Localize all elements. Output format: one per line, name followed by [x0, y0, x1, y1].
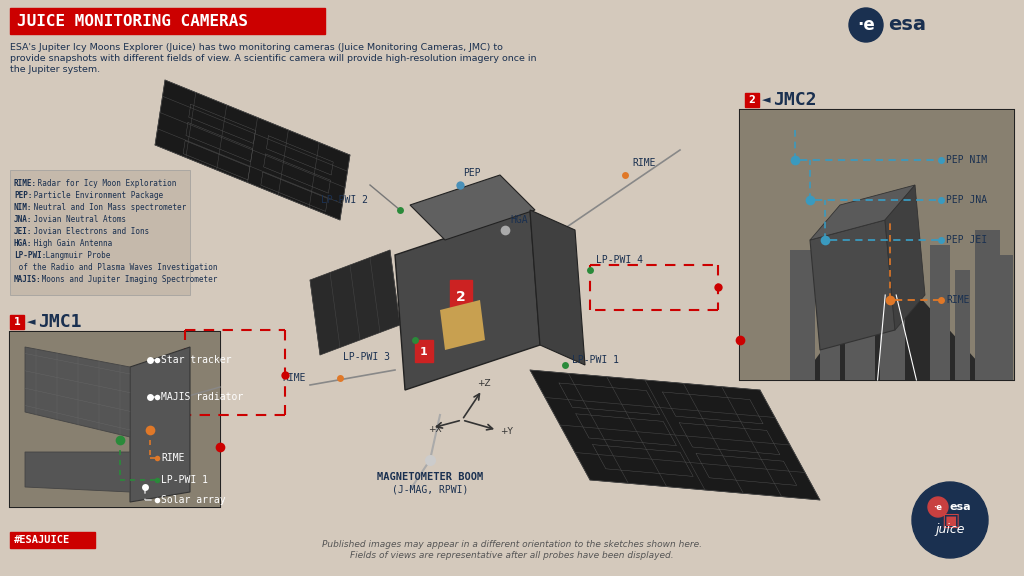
Circle shape	[928, 497, 948, 517]
Bar	[10, 315, 24, 329]
Bar	[820, 265, 840, 380]
Text: ESA's Jupiter Icy Moons Explorer (Juice) has two monitoring cameras (Juice Monit: ESA's Jupiter Icy Moons Explorer (Juice)…	[10, 43, 503, 52]
Text: (J-MAG, RPWI): (J-MAG, RPWI)	[392, 485, 468, 495]
Polygon shape	[530, 210, 585, 365]
Polygon shape	[800, 295, 994, 380]
Text: PEP: PEP	[463, 168, 480, 178]
Text: PEP JEI: PEP JEI	[946, 235, 987, 245]
Text: High Gain Antenna: High Gain Antenna	[30, 239, 113, 248]
Polygon shape	[155, 80, 350, 220]
Text: JNA:: JNA:	[14, 215, 33, 224]
Text: Jovian Electrons and Ions: Jovian Electrons and Ions	[30, 227, 150, 236]
Polygon shape	[810, 185, 915, 240]
Text: 2: 2	[749, 95, 756, 105]
Bar	[10, 170, 190, 295]
Text: MAJIS radiator: MAJIS radiator	[161, 392, 244, 402]
Text: +Z: +Z	[477, 379, 490, 388]
Text: esa: esa	[950, 502, 972, 512]
Text: PEP NIM: PEP NIM	[946, 155, 987, 165]
Text: 1: 1	[13, 317, 20, 327]
Text: RIME: RIME	[161, 453, 184, 463]
Bar	[740, 110, 1014, 380]
Text: ▣: ▣	[941, 510, 959, 529]
Text: RIME: RIME	[946, 295, 970, 305]
Polygon shape	[25, 452, 130, 492]
Text: Moons and Jupiter Imaging Spectrometer: Moons and Jupiter Imaging Spectrometer	[37, 275, 217, 284]
Text: LP-PWI 4: LP-PWI 4	[596, 255, 643, 265]
Polygon shape	[130, 347, 190, 502]
Text: ·e: ·e	[857, 16, 874, 34]
Text: the Jupiter system.: the Jupiter system.	[10, 65, 100, 74]
Text: esa: esa	[888, 16, 926, 35]
Bar	[415, 340, 433, 362]
Text: RIME: RIME	[632, 158, 655, 168]
Text: Particle Environment Package: Particle Environment Package	[30, 191, 163, 200]
Text: Langmuir Probe: Langmuir Probe	[41, 251, 110, 260]
Text: JEI:: JEI:	[14, 227, 33, 236]
Bar	[845, 235, 874, 380]
Text: +Y: +Y	[500, 427, 513, 437]
Bar	[10, 8, 325, 34]
Text: PEP:: PEP:	[14, 191, 33, 200]
Polygon shape	[440, 300, 485, 350]
Text: Published images may appear in a different orientation to the sketches shown her: Published images may appear in a differe…	[322, 540, 702, 549]
Polygon shape	[410, 175, 535, 240]
Bar	[450, 280, 472, 308]
Text: HGA:: HGA:	[14, 239, 33, 248]
Text: LP-PWI 1: LP-PWI 1	[161, 475, 208, 485]
Text: 1: 1	[420, 347, 428, 357]
Text: provide snapshots with different fields of view. A scientific camera will provid: provide snapshots with different fields …	[10, 54, 537, 63]
Polygon shape	[885, 185, 925, 330]
Text: PEP JNA: PEP JNA	[946, 195, 987, 205]
Text: ◄: ◄	[762, 95, 770, 105]
Text: MAGNETOMETER BOOM: MAGNETOMETER BOOM	[377, 472, 483, 482]
Text: Neutral and Ion Mass spectrometer: Neutral and Ion Mass spectrometer	[30, 203, 186, 212]
Text: RIME: RIME	[283, 373, 306, 383]
Text: ◄: ◄	[27, 317, 36, 327]
Polygon shape	[310, 250, 400, 355]
Text: Solar array: Solar array	[161, 495, 225, 505]
Text: Jovian Neutral Atoms: Jovian Neutral Atoms	[30, 215, 126, 224]
Text: LP-PWI 3: LP-PWI 3	[343, 352, 390, 362]
Circle shape	[912, 482, 988, 558]
Text: JMC1: JMC1	[38, 313, 82, 331]
Text: LP-PWI 2: LP-PWI 2	[321, 195, 368, 205]
Text: NIM:: NIM:	[14, 203, 33, 212]
Text: Star tracker: Star tracker	[161, 355, 231, 365]
Text: of the Radio and Plasma Waves Investigation: of the Radio and Plasma Waves Investigat…	[14, 263, 217, 272]
Polygon shape	[25, 347, 130, 437]
Text: ·e: ·e	[934, 502, 942, 511]
Bar	[10, 532, 95, 548]
Text: #ESAJUICE: #ESAJUICE	[14, 535, 71, 545]
Text: LP-PWI 1: LP-PWI 1	[572, 355, 618, 365]
Text: JUICE MONITORING CAMERAS: JUICE MONITORING CAMERAS	[17, 13, 248, 28]
Bar	[790, 250, 815, 380]
Polygon shape	[530, 370, 820, 500]
Polygon shape	[810, 220, 895, 350]
Text: RIME:: RIME:	[14, 179, 37, 188]
Text: Fields of views are representative after all probes have been displayed.: Fields of views are representative after…	[350, 551, 674, 560]
Bar	[995, 255, 1013, 380]
Text: juice: juice	[935, 524, 965, 536]
Text: 2: 2	[456, 290, 466, 304]
Text: +X: +X	[428, 426, 441, 434]
Text: Radar for Icy Moon Exploration: Radar for Icy Moon Exploration	[33, 179, 176, 188]
Bar	[10, 332, 220, 507]
Bar	[10, 332, 220, 507]
Text: JMC2: JMC2	[773, 91, 816, 109]
Circle shape	[849, 8, 883, 42]
Bar	[745, 93, 759, 107]
Text: MAJIS:: MAJIS:	[14, 275, 42, 284]
Bar	[955, 270, 970, 380]
Text: LP-PWI:: LP-PWI:	[14, 251, 46, 260]
Polygon shape	[395, 210, 540, 390]
Bar	[740, 110, 1014, 380]
Bar	[930, 245, 950, 380]
Bar	[975, 230, 1000, 380]
Text: HGA: HGA	[510, 215, 527, 225]
Bar	[880, 260, 905, 380]
